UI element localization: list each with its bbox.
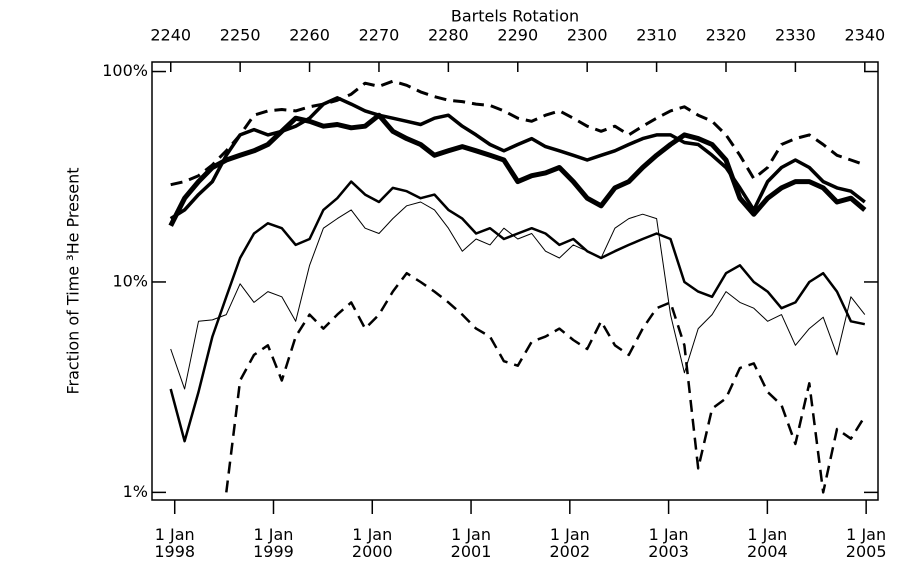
top-tick-label: 2310	[636, 26, 677, 45]
data-line	[170, 201, 866, 390]
bottom-tick-label: 1 Jan 2004	[747, 525, 788, 561]
y-tick-label: 1%	[123, 482, 148, 501]
top-tick-label: 2340	[844, 26, 885, 45]
top-tick-label: 2270	[359, 26, 400, 45]
top-tick-label: 2290	[497, 26, 538, 45]
bottom-tick-label: 1 Jan 1998	[154, 525, 196, 561]
data-line	[225, 271, 866, 494]
data-line	[170, 79, 866, 187]
bottom-tick-label: 1 Jan 2000	[351, 525, 393, 561]
bottom-tick-label: 1 Jan 2002	[549, 525, 591, 561]
bottom-tick-label: 1 Jan 2005	[845, 525, 887, 561]
top-tick-label: 2240	[150, 26, 191, 45]
top-tick-label: 2330	[775, 26, 816, 45]
data-line	[168, 112, 867, 227]
top-tick-label: 2300	[567, 26, 608, 45]
data-line	[169, 180, 866, 443]
bottom-tick-label: 1 Jan 1999	[253, 525, 294, 561]
y-axis-title: Fraction of Time ³He Present	[64, 167, 83, 394]
top-tick-label: 2320	[706, 26, 747, 45]
top-tick-label: 2250	[220, 26, 261, 45]
plot-frame	[151, 61, 879, 501]
top-axis-title: Bartels Rotation	[451, 7, 579, 26]
top-tick-label: 2260	[289, 26, 330, 45]
y-tick-label: 10%	[112, 271, 148, 290]
bottom-tick-label: 1 Jan 2001	[450, 525, 492, 561]
top-tick-label: 2280	[428, 26, 469, 45]
data-line	[169, 96, 866, 221]
y-tick-label: 100%	[102, 61, 148, 80]
bottom-tick-label: 1 Jan 2003	[648, 525, 689, 561]
